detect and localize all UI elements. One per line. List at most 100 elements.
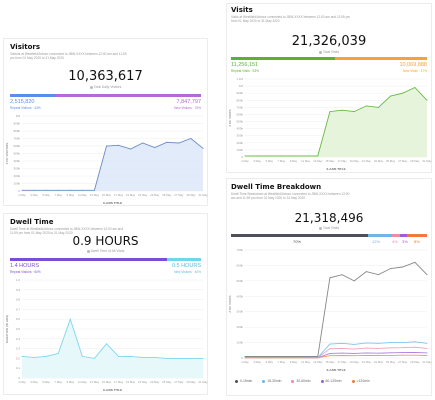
series-area <box>245 87 427 157</box>
y-tick-label: 1M <box>239 84 244 88</box>
visits-subtitle: Visits at Westfield/Arbour connected to … <box>231 15 351 23</box>
x-tick-label: 9 May <box>66 193 74 197</box>
legend-item[interactable]: 60-120min <box>320 379 342 383</box>
data-point <box>305 357 307 359</box>
data-point <box>256 155 258 157</box>
x-tick-label: 31 May <box>198 380 208 384</box>
data-point <box>329 348 331 350</box>
visitors-bar-right <box>55 94 201 97</box>
data-point <box>57 353 59 354</box>
series-line <box>245 261 428 357</box>
x-tick-label: 21 May <box>362 159 372 163</box>
data-point <box>414 87 416 89</box>
breakdown-seg-2 <box>391 234 400 237</box>
visits-chart: 0 100k 200k 300k 400k 500k 600k 700k 800k 900k 1M 1… <box>228 77 432 171</box>
data-point <box>293 357 295 359</box>
dwell-left-label: Repeat Visitors · 60% <box>10 270 41 274</box>
legend-item[interactable]: 0-15min <box>235 379 252 383</box>
data-point <box>202 357 204 359</box>
legend-item[interactable]: 15-30min <box>262 379 281 383</box>
data-point <box>329 355 331 357</box>
y-tick-label: 0.3 <box>16 347 21 351</box>
data-point <box>293 355 295 357</box>
data-point <box>190 357 192 359</box>
dwell-right-label: New Visitors · 40% <box>174 270 201 274</box>
visits-bar-right <box>334 57 427 60</box>
x-tick-label: 15 May <box>102 193 112 197</box>
x-tick-label: 25 May <box>386 360 396 364</box>
x-tick-label: 1 May <box>241 360 249 364</box>
data-point <box>377 355 379 357</box>
breakdown-subtitle: Dwell Time Breakdown at Westfield/Arbour… <box>231 192 350 200</box>
dwell-bar-left <box>10 258 167 261</box>
data-point <box>57 189 59 191</box>
dwell-bar-right <box>166 258 201 261</box>
breakdown-legend: 0-15min 15-30min 30-60min 60-120min >120… <box>235 379 370 383</box>
y-tick-label: 300k <box>13 167 20 171</box>
x-tick-label: 17 May <box>114 380 124 384</box>
breakdown-split-bar <box>231 234 427 237</box>
x-tick-label: 11 May <box>301 159 311 163</box>
visits-split-bar <box>231 57 427 60</box>
x-tick-label: 11 May <box>301 360 311 364</box>
y-tick-label: 0.6 <box>16 317 21 321</box>
x-tick-label: 27 May <box>398 159 408 163</box>
data-point <box>93 189 95 191</box>
y-tick-label: 400k <box>236 127 243 131</box>
x-tick-label: 27 May <box>398 360 408 364</box>
x-axis-title: X-AXIS TITLE <box>103 388 122 392</box>
data-point <box>202 147 204 149</box>
data-point <box>244 155 246 157</box>
y-axis-title: # OF VISITORS <box>5 143 9 164</box>
breakdown-seg-4 <box>407 234 427 237</box>
legend-item[interactable]: 30-60min <box>291 379 311 383</box>
data-point <box>81 189 83 191</box>
y-tick-label: 500k <box>236 279 243 283</box>
data-point <box>426 352 428 354</box>
x-tick-label: 5 May <box>42 380 50 384</box>
x-tick-label: 11 May <box>78 380 88 384</box>
data-point <box>178 357 180 359</box>
breakdown-total: 21,318,496 <box>294 211 364 225</box>
visitors-total-label: Total Daily Visitors <box>4 85 207 89</box>
data-point <box>390 342 392 344</box>
data-point <box>414 341 416 343</box>
data-point <box>426 274 428 276</box>
data-point <box>365 271 367 273</box>
legend-item[interactable]: >120min <box>351 379 370 383</box>
data-point <box>365 354 367 356</box>
dwell-title: Dwell Time <box>10 218 54 226</box>
breakdown-seg-1 <box>368 234 392 237</box>
visitors-chart: 0 100k 200k 300k 400k 500k 600k 700k 800k 900k 1M 1… <box>5 114 208 205</box>
y-tick-label: 1M <box>16 114 21 118</box>
data-point <box>341 109 343 111</box>
info-icon <box>318 50 322 54</box>
data-point <box>118 355 120 357</box>
data-point <box>390 352 392 354</box>
data-point <box>142 356 144 358</box>
data-point <box>426 99 428 101</box>
data-point <box>402 354 404 356</box>
x-tick-label: 7 May <box>278 360 286 364</box>
x-tick-label: 3 May <box>30 193 38 197</box>
data-point <box>329 277 331 279</box>
data-point <box>402 352 404 354</box>
data-point <box>21 355 23 357</box>
breakdown-total-label: Total Visits <box>227 226 431 230</box>
data-point <box>402 342 404 344</box>
x-tick-label: 31 May <box>198 193 208 197</box>
x-tick-label: 13 May <box>313 360 323 364</box>
visits-left-value: 11,256,151 <box>231 62 259 68</box>
x-tick-label: 21 May <box>362 360 372 364</box>
x-tick-label: 15 May <box>102 380 112 384</box>
visits-card: Visits Visits at Westfield/Arbour connec… <box>226 3 432 173</box>
data-point <box>69 318 71 320</box>
breakdown-seg-label-4: 8% <box>414 239 420 244</box>
x-tick-label: 19 May <box>126 380 136 384</box>
data-point <box>390 95 392 97</box>
data-point <box>329 343 331 345</box>
info-icon <box>89 85 93 89</box>
breakdown-seg-label-2: 4% <box>392 239 398 244</box>
x-tick-label: 19 May <box>126 193 136 197</box>
x-tick-label: 23 May <box>150 380 160 384</box>
